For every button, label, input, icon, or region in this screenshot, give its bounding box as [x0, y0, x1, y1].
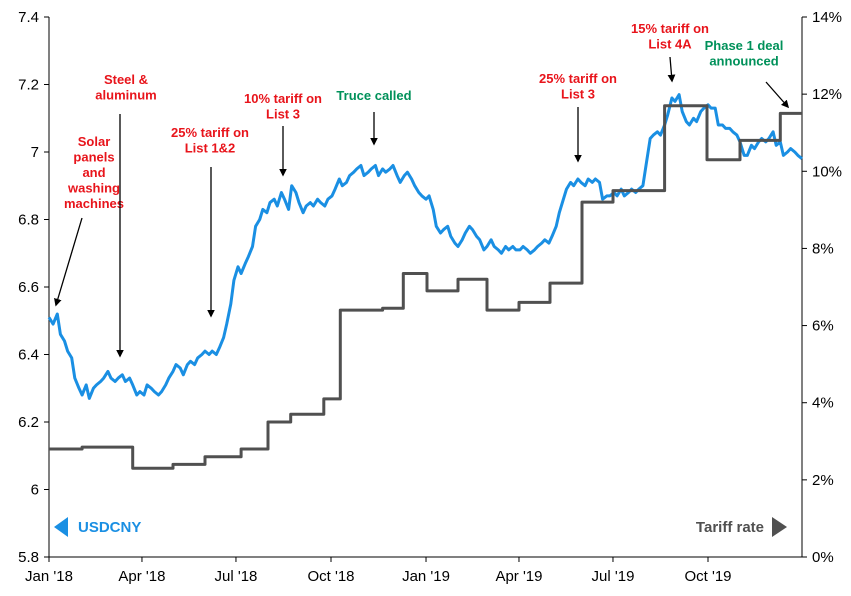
annotation-label: Steel &: [104, 72, 148, 87]
annotation-label: 25% tariff on: [539, 71, 617, 86]
x-tick-label: Jul '19: [592, 568, 635, 585]
annotation-label: List 3: [561, 87, 595, 102]
annotation-label: announced: [709, 54, 778, 69]
annotation-label: 15% tariff on: [631, 21, 709, 36]
annotation-label: List 1&2: [185, 141, 236, 156]
x-tick-label: Oct '19: [684, 568, 731, 585]
tariff-rate-series-line: [49, 104, 802, 470]
annotation-arrow: [667, 56, 676, 83]
y-left-tick-label: 7: [31, 144, 39, 161]
legend-left-arrow-icon: [54, 517, 68, 537]
x-tick-label: Jan '19: [402, 568, 450, 585]
y-right-tick-label: 10%: [812, 163, 842, 180]
x-tick-label: Oct '18: [307, 568, 354, 585]
y-left-tick-label: 6.2: [18, 414, 39, 431]
y-left-tick-label: 6.6: [18, 279, 39, 296]
x-tick-label: Jul '18: [215, 568, 258, 585]
annotation-label: washing: [67, 181, 120, 196]
annotation-label: 25% tariff on: [171, 125, 249, 140]
annotation-label: machines: [64, 196, 124, 211]
annotation-arrow: [765, 81, 790, 109]
y-left-tick-label: 5.8: [18, 549, 39, 566]
annotation-label: Truce called: [336, 88, 411, 103]
y-left-tick-label: 7.4: [18, 9, 39, 26]
annotation-label: Phase 1 deal: [705, 38, 784, 53]
y-left-tick-label: 7.2: [18, 77, 39, 94]
annotation-label: List 4A: [648, 37, 692, 52]
annotation-label: panels: [73, 150, 114, 165]
series-group: [47, 93, 803, 470]
y-left-tick-label: 6.8: [18, 212, 39, 229]
legend-group: USDCNY Tariff rate: [54, 517, 787, 537]
annotation-label: List 3: [266, 107, 300, 122]
annotation-label: aluminum: [95, 88, 156, 103]
legend-usdcny-label: USDCNY: [78, 519, 141, 536]
annotation-label: Solar: [78, 134, 111, 149]
y-right-tick-label: 0%: [812, 549, 834, 566]
y-right-tick-label: 14%: [812, 9, 842, 26]
y-left-tick-label: 6: [31, 482, 39, 499]
y-right-tick-label: 8%: [812, 240, 834, 257]
x-tick-label: Jan '18: [25, 568, 73, 585]
y-left-tick-label: 6.4: [18, 347, 39, 364]
annotation-label: and: [82, 165, 105, 180]
y-right-tick-label: 12%: [812, 86, 842, 103]
legend-right-arrow-icon: [772, 517, 787, 537]
annotation-label: 10% tariff on: [244, 91, 322, 106]
x-tick-label: Apr '18: [118, 568, 165, 585]
annotation-arrow: [54, 217, 83, 307]
x-tick-label: Apr '19: [495, 568, 542, 585]
y-right-tick-label: 2%: [812, 472, 834, 489]
usdcny-series-line: [47, 93, 803, 400]
y-right-tick-label: 4%: [812, 395, 834, 412]
axes-group: 5.8 6 6.2 6.4 6.6 6.8 7 7.2 7.4 0% 2% 4% 6% 8% 10% 12% 1…: [18, 9, 842, 585]
legend-tariff-label: Tariff rate: [696, 519, 764, 536]
y-right-tick-label: 6%: [812, 318, 834, 335]
